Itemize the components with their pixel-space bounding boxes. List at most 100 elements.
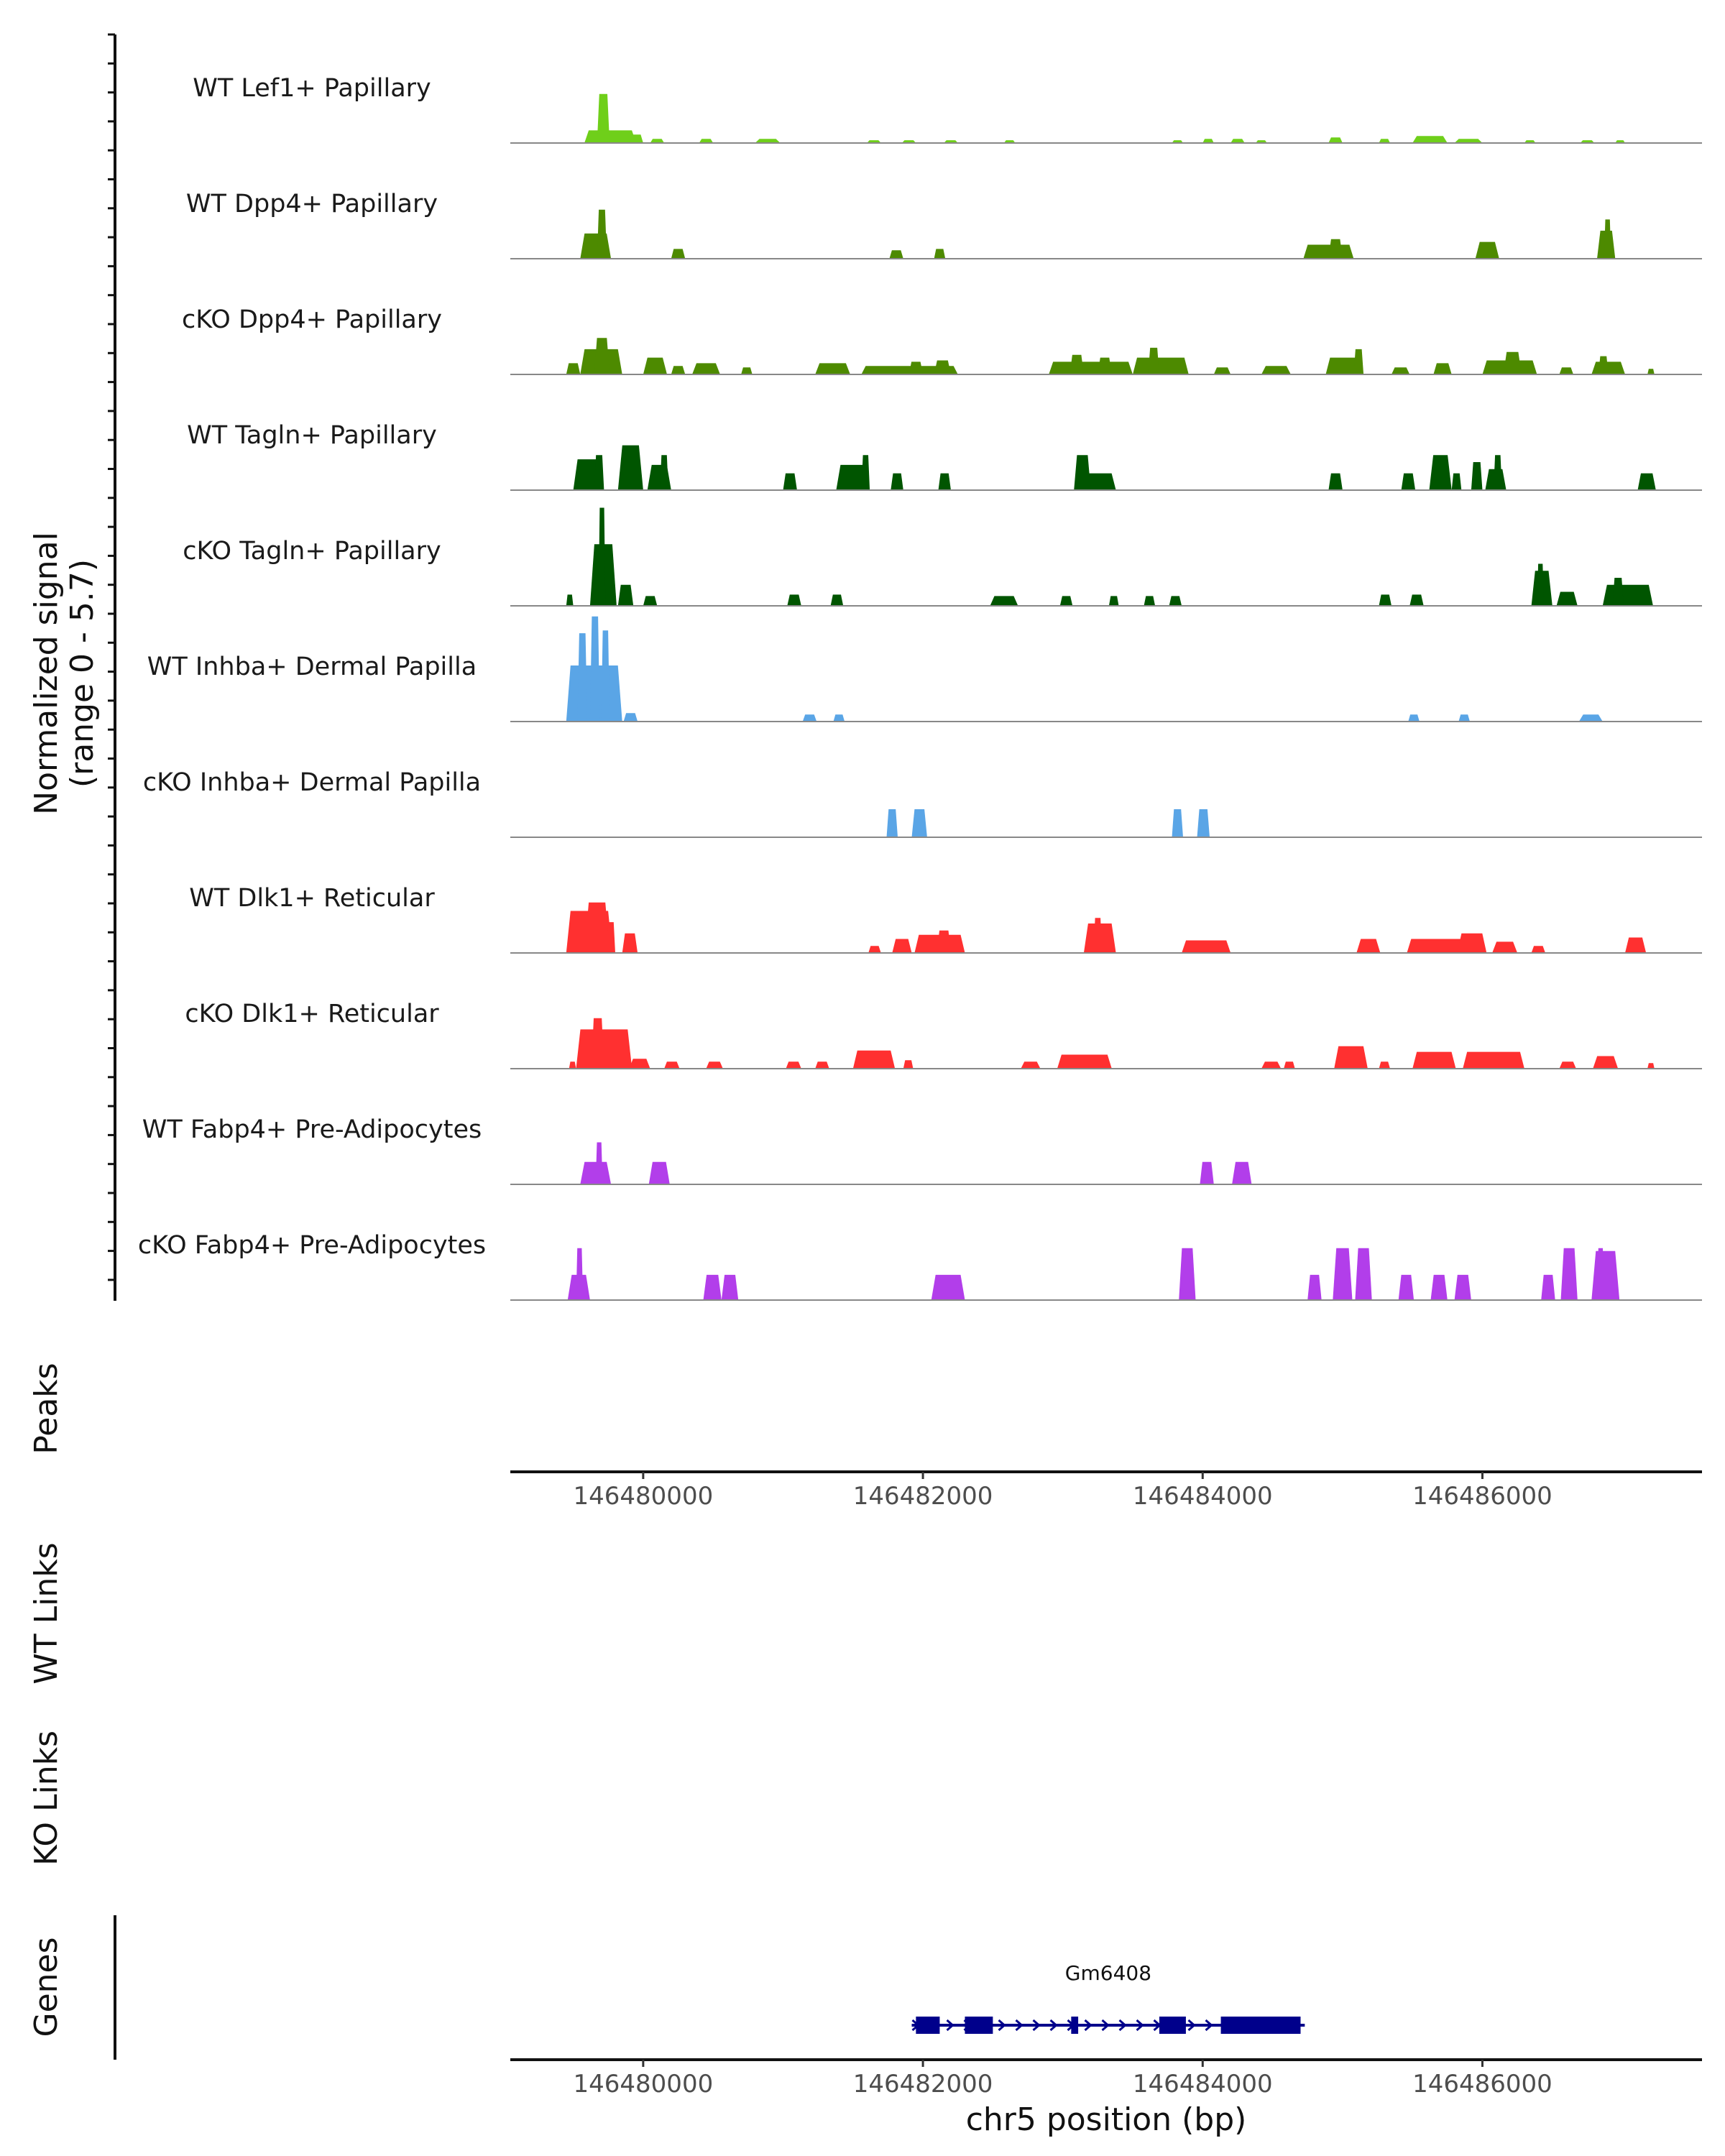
signal-peak [706,1061,723,1069]
x-tick-label: 146484000 [1133,1482,1273,1511]
signal-peak [833,714,845,722]
signal-peak [1401,473,1416,490]
track-3: cKO Dpp4+ Papillary [182,305,1702,375]
track-4: WT Tagln+ Papillary [187,421,1702,491]
signal-peak [815,363,850,374]
track-label: WT Inhba+ Dermal Papilla [147,653,477,681]
signal-peak [594,338,610,374]
signal-peak [1169,596,1182,606]
signal-peak [1612,578,1624,606]
signal-peak [648,1161,670,1184]
signal-peak [1392,367,1410,374]
signal-peak [1211,944,1221,953]
track-9: cKO Dlk1+ Reticular [185,1000,1702,1069]
signal-peak [1070,354,1084,374]
signal-peak [617,445,643,490]
track-label: WT Lef1+ Papillary [193,74,431,103]
signal-peak [892,939,912,953]
signal-peak [1637,473,1656,490]
track-10: WT Fabp4+ Pre-Adipocytes [142,1115,1702,1185]
signal-peak [903,1060,914,1069]
signal-peak [576,1029,632,1069]
x-tick-label: 146484000 [1133,2070,1273,2099]
signal-peak [1148,347,1159,374]
signal-peak [650,139,665,143]
signal-peak [1328,239,1343,259]
signal-peak [584,902,610,953]
peaks-x-axis: 146480000 146482000 146484000 146486000 [574,1472,1552,1511]
signal-peak [1454,139,1483,143]
track-label: cKO Inhba+ Dermal Papilla [143,768,481,797]
signal-peak [990,596,1018,606]
signal-peak [1471,462,1483,490]
signal-peak [783,473,797,490]
x-axis-title: chr5 position (bp) [966,2101,1247,2138]
signal-peak [938,473,951,490]
gene-model: Gm6408 [911,1961,1305,2034]
strand-arrow [1084,2019,1092,2032]
signal-peak [755,139,781,143]
signal-peak [589,616,600,722]
signal-peak [1412,1051,1456,1069]
x-tick-label: 146482000 [853,1482,993,1511]
gene-exon [1071,2017,1079,2034]
signal-peak [1429,455,1452,490]
gene-exon [916,2017,940,2034]
signal-peak [1475,241,1499,259]
signal-peak [1602,584,1653,606]
strand-arrow [1136,2019,1144,2032]
track-label: cKO Dpp4+ Papillary [182,305,442,334]
signal-peak [1379,139,1390,143]
signal-peak [1108,596,1119,606]
x-tick-label: 146482000 [853,2070,993,2099]
signal-peak [594,455,604,490]
signal-peak [1457,933,1487,953]
signal-peak [1430,1274,1448,1300]
strand-arrow [946,2019,954,2032]
signal-peak [1093,918,1103,953]
signal-peak [1172,809,1183,837]
y-axis-title-line-2: (range 0 - 5.7) [64,559,101,788]
signal-peak [1284,1061,1295,1069]
signal-peak [1200,1161,1214,1184]
signal-peak [1463,1051,1524,1069]
signal-peak [1531,946,1545,953]
signal-peak [1458,714,1470,722]
signal-peak [911,809,927,837]
signal-peak [1604,219,1611,259]
track-11: cKO Fabp4+ Pre-Adipocytes [138,1231,1702,1301]
signal-peak [1303,244,1354,259]
track-8: WT Dlk1+ Reticular [189,884,1702,954]
strand-arrow [998,2019,1006,2032]
signal-peak [1213,367,1231,374]
signal-peak [692,363,720,374]
signal-peak [1494,455,1502,490]
signal-peak [1597,1248,1604,1300]
signal-peak [1059,596,1073,606]
strand-arrow [1101,2019,1110,2032]
signal-peak [622,933,638,953]
signal-peak [787,594,801,606]
signal-peak [1454,1274,1471,1300]
strand-arrow [1187,2019,1196,2032]
x-tick-label: 146486000 [1412,2070,1552,2099]
signal-peak [1098,357,1112,374]
signal-peak [1541,1274,1555,1300]
strand-arrow [1032,2019,1041,2032]
signal-peak [1179,1248,1196,1300]
signal-peak [660,455,668,490]
signal-peak [617,584,634,606]
signal-peak [1593,1056,1619,1069]
signal-peak [671,249,686,259]
signal-peak [580,1161,612,1184]
coverage-y-ticks [108,33,115,1281]
track-label: WT Fabp4+ Pre-Adipocytes [142,1115,482,1144]
signal-peak [566,594,574,606]
signal-peak [597,209,607,259]
signal-peak [643,357,667,374]
wt-links-panel-label: WT Links [28,1542,65,1684]
track-6: WT Inhba+ Dermal Papilla [147,616,1702,722]
x-tick-label: 146480000 [574,1482,714,1511]
strand-arrow [1205,2019,1213,2032]
signal-peak [1409,594,1424,606]
